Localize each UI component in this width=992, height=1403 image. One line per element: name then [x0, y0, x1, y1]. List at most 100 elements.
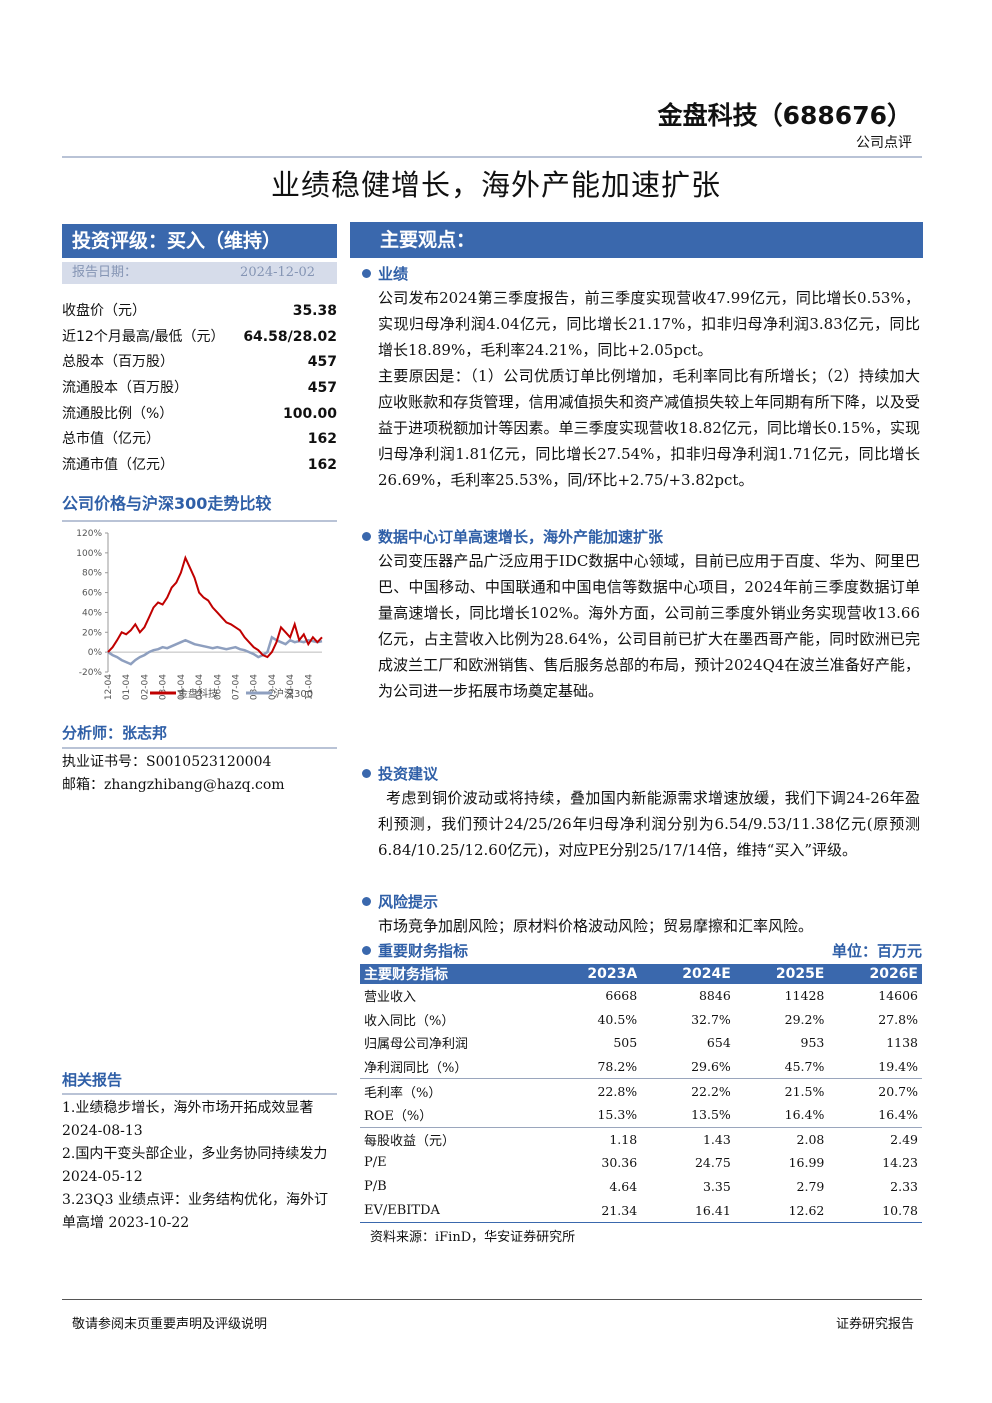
- table-cell: 11428: [784, 988, 825, 1004]
- table-cell: 2.49: [828, 1126, 922, 1152]
- x-tick-label: 06-04: [213, 674, 223, 700]
- related-reports: 相关报告 1.业绩稳步增长，海外市场开拓成效显著 2024-08-13 2.国内干…: [62, 1069, 337, 1235]
- table-cell: 8846: [698, 988, 731, 1004]
- table-cell: 45.7%: [784, 1059, 825, 1075]
- table-cell: 14.23: [882, 1155, 918, 1171]
- table-cell: 12.62: [734, 1198, 829, 1223]
- related-item: 3.23Q3 业绩点评：业务结构优化，海外订单高增 2023-10-22: [62, 1192, 329, 1231]
- x-tick-label: 08-04: [250, 674, 260, 700]
- table-cell: 22.2%: [641, 1078, 735, 1103]
- x-tick-label: 05-04: [195, 674, 205, 700]
- table-cell: 40.5%: [597, 1011, 638, 1027]
- section: 业绩公司发布2024第三季度报告，前三季度实现营收47.99亿元，同比增长0.5…: [360, 263, 920, 493]
- x-tick-label: 02-04: [140, 674, 150, 700]
- report-type: 公司点评: [856, 135, 912, 151]
- x-tick-label: 01-04: [122, 674, 132, 700]
- table-cell: 16.41: [641, 1198, 735, 1223]
- stat-value: 64.58/28.02: [243, 328, 337, 345]
- section-heading: 业绩: [360, 263, 920, 285]
- chart: -20% 0% 20% 40% 60% 80% 100% 120% 12-04 01-04 02-0…: [76, 529, 323, 700]
- stat-value: 162: [307, 431, 337, 448]
- column-header: 2025E: [734, 964, 829, 984]
- table-cell: 78.2%: [597, 1059, 638, 1075]
- table-cell: 营业收入: [364, 990, 417, 1006]
- table-cell: P/B: [364, 1179, 387, 1195]
- table-cell: 29.6%: [691, 1059, 731, 1075]
- date-label: 报告日期：: [72, 265, 138, 280]
- table-cell: 2.33: [890, 1179, 918, 1195]
- table-cell: 4.64: [609, 1179, 638, 1195]
- y-tick-label: 0%: [88, 648, 103, 658]
- table-cell: 22.8%: [545, 1078, 642, 1103]
- stat-row: 流通股比例（%） 100.00: [62, 402, 337, 428]
- column-header: 2026E: [828, 964, 922, 984]
- table-cell: 2.79: [796, 1179, 825, 1195]
- series-line: [107, 635, 323, 666]
- table-cell: 净利润同比（%）: [364, 1061, 468, 1077]
- table-cell: 953: [800, 1035, 825, 1051]
- table-cell: 27.8%: [878, 1011, 918, 1027]
- table-cell: 6668: [605, 988, 638, 1004]
- paragraph: 公司变压器产品广泛应用于IDC数据中心领域，目前已应用于百度、华为、阿里巴巴、中…: [378, 552, 920, 700]
- table-row: 收入同比（%） 40.5% 32.7% 29.2% 27.8%: [360, 1008, 922, 1032]
- x-tick-label: 03-04: [159, 674, 169, 700]
- stat-label: 总市值（亿元）: [62, 431, 160, 448]
- paragraph: 公司发布2024第三季度报告，前三季度实现营收47.99亿元，同比增长0.53%…: [378, 289, 920, 359]
- table-cell: 1.18: [545, 1126, 642, 1152]
- table-cell: 15.3%: [597, 1107, 638, 1123]
- table-cell: 21.5%: [734, 1078, 829, 1103]
- table-cell: 13.5%: [691, 1107, 731, 1123]
- main-bar: 主要观点：: [350, 222, 923, 258]
- financials: 重要财务指标 单位：百万元 主要财务指标 2023A 2024E 2025E 2026E 营…: [360, 940, 922, 1245]
- x-tick-label: 09-04: [268, 674, 278, 700]
- stat-value: 100.00: [282, 405, 337, 422]
- paragraph: 考虑到铜价波动或将持续，叠加国内新能源需求增速放缓，我们下调24-26年盈利预测…: [378, 789, 920, 859]
- table-cell: 32.7%: [691, 1011, 731, 1027]
- table-row: 营业收入 6668 8846 11428 14606: [360, 984, 922, 1008]
- table-cell: 1.43: [641, 1126, 735, 1152]
- analyst: 分析师：张志邦 执业证书号：S0010523120004 邮箱：zhangzhi…: [62, 722, 337, 797]
- stat-label: 总股本（百万股）: [62, 354, 174, 371]
- stat-label: 近12个月最高/最低（元）: [62, 328, 225, 345]
- table-cell: 毛利率（%）: [360, 1078, 546, 1103]
- stat-row: 收盘价（元） 35.38: [62, 299, 337, 325]
- company-name: 金盘科技（688676）: [657, 101, 912, 130]
- stat-row: 总股本（百万股） 457: [62, 350, 337, 376]
- table-cell: 24.75: [694, 1155, 731, 1171]
- x-tick-label: 04-04: [177, 674, 187, 700]
- header-row: 主要财务指标 2023A 2024E 2025E 2026E: [360, 964, 922, 984]
- related-item: 1.业绩稳步增长，海外市场开拓成效显著 2024-08-13: [62, 1100, 314, 1139]
- series-line: [107, 554, 323, 659]
- report-title: 业绩稳健增长，海外产能加速扩张: [270, 168, 721, 202]
- column-header: 2024E: [641, 964, 735, 984]
- stat-value: 457: [307, 354, 337, 371]
- table-cell: 30.36: [601, 1155, 638, 1171]
- table-row: ROE（%） 15.3% 13.5% 16.4% 16.4%: [360, 1103, 922, 1127]
- related-title: 相关报告: [62, 1069, 337, 1095]
- x-tick-label: 12-04: [104, 674, 114, 700]
- paragraph: 市场竞争加剧风险；原材料价格波动风险；贸易摩擦和汇率风险。: [378, 917, 814, 935]
- x-tick-label: 11-04: [304, 674, 314, 700]
- analyst-email: 邮箱：zhangzhibang@hazq.com: [62, 777, 285, 793]
- table-cell: 14606: [878, 988, 918, 1004]
- rating-bar: 投资评级：买入（维持）: [62, 224, 337, 258]
- section-heading: 风险提示: [360, 891, 920, 913]
- section: 投资建议 考虑到铜价波动或将持续，叠加国内新能源需求增速放缓，我们下调24-26年…: [360, 763, 920, 863]
- table-cell: 1138: [886, 1035, 918, 1051]
- financials-heading: 重要财务指标 单位：百万元: [360, 940, 922, 962]
- table-row: 毛利率（%） 22.8% 22.2% 21.5% 20.7%: [360, 1078, 922, 1103]
- table-cell: 654: [706, 1035, 731, 1051]
- related-item: 2.国内干变头部企业，多业务协同持续发力 2024-05-12: [62, 1146, 328, 1185]
- table-cell: EV/EBITDA: [360, 1198, 546, 1223]
- stat-label: 流通股比例（%）: [62, 405, 174, 422]
- y-tick-label: 20%: [82, 628, 102, 638]
- stat-label: 收盘价（元）: [62, 303, 146, 319]
- stat-row: 流通股本（百万股） 457: [62, 376, 337, 402]
- table-cell: 19.4%: [878, 1059, 918, 1075]
- stat-value: 162: [307, 457, 337, 474]
- table-cell: 16.99: [788, 1155, 825, 1171]
- stat-row: 近12个月最高/最低（元） 64.58/28.02: [62, 325, 337, 351]
- section: 风险提示市场竞争加剧风险；原材料价格波动风险；贸易摩擦和汇率风险。: [360, 891, 920, 939]
- y-tick-label: -20%: [79, 668, 103, 678]
